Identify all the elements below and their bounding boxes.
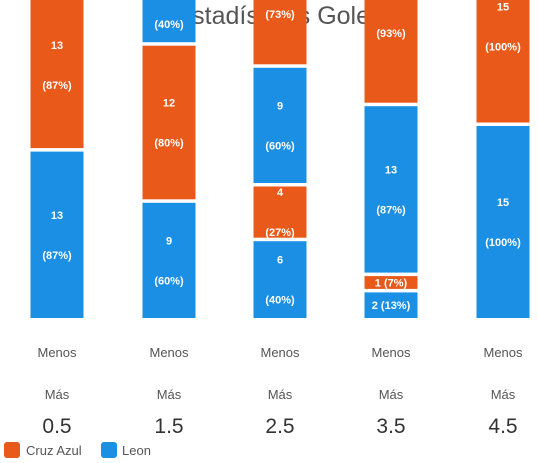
row-label-menos-3-5: Menos — [371, 345, 411, 360]
bar-1-5-mas-leon-label-percent: (40%) — [154, 19, 184, 31]
row-label-menos-1-5: Menos — [149, 345, 189, 360]
bar-0-5-menos-leon-label-percent: (87%) — [42, 250, 72, 262]
bar-4-5-mas-leon-label-count: 15 — [497, 197, 509, 209]
row-label-mas-0-5: Más — [45, 387, 70, 402]
bar-0-5-menos-cruz-azul-label-percent: (87%) — [42, 80, 72, 92]
bar-3-5-mas-cruz-azul-label-percent: (93%) — [376, 28, 406, 40]
bar-1-5-menos-leon — [142, 202, 196, 318]
row-label-menos-2-5: Menos — [260, 345, 300, 360]
bar-2-5-menos-leon — [253, 241, 307, 318]
bar-1-5-menos-leon-label-count: 9 — [166, 235, 172, 247]
category-label-2-5: 2.5 — [265, 415, 294, 438]
legend-swatch-leon — [101, 442, 117, 458]
bar-3-5-mas-leon-label-percent: (87%) — [376, 204, 406, 216]
bar-1-5-menos-cruz-azul — [142, 45, 196, 200]
bar-3-5-mas-cruz-azul — [364, 0, 418, 103]
bar-4-5-mas-leon-label-percent: (100%) — [485, 237, 521, 249]
row-label-mas-3-5: Más — [379, 387, 404, 402]
bar-1-5-menos-cruz-azul-label-percent: (80%) — [154, 138, 184, 150]
legend-item-leon[interactable]: Leon — [101, 442, 151, 458]
bars-layer: 13(87%)13(87%)2 (13%)2 (13%)9(60%)12(80%… — [30, 0, 530, 318]
bar-0-5-menos-cruz-azul-label-count: 13 — [51, 40, 63, 52]
bar-2-5-menos-leon-label-percent: (40%) — [265, 295, 295, 307]
legend: Cruz Azul Leon — [4, 442, 151, 458]
row-label-mas-4-5: Más — [491, 387, 516, 402]
bar-2-5-mas-leon-label-count: 9 — [277, 100, 283, 112]
bar-3-5-mas-leon-label-count: 13 — [385, 164, 397, 176]
bar-2-5-menos-cruz-azul-label-percent: (27%) — [265, 227, 295, 239]
bar-3-5-menos-cruz-azul — [364, 276, 418, 289]
bar-2-5-mas-cruz-azul — [253, 0, 307, 65]
bar-2-5-menos-cruz-azul — [253, 186, 307, 238]
bar-2-5-menos-leon-label-count: 6 — [277, 255, 283, 267]
bar-0-5-menos-leon-label-count: 13 — [51, 210, 63, 222]
bar-3-5-mas-leon — [364, 106, 418, 273]
bar-3-5-menos-leon-label: 2 (13%) — [372, 300, 411, 312]
bar-3-5-menos-cruz-azul-label: 1 (7%) — [375, 278, 408, 290]
bar-2-5-mas-cruz-azul-label-percent: (73%) — [265, 9, 295, 21]
bar-0-5-menos-leon — [30, 151, 84, 318]
bar-0-5-menos-cruz-azul — [30, 0, 84, 149]
bar-1-5-mas-leon — [142, 0, 196, 43]
row-label-mas-2-5: Más — [268, 387, 293, 402]
category-label-1-5: 1.5 — [154, 415, 183, 438]
bar-4-5-mas-leon — [476, 126, 530, 318]
row-label-menos-4-5: Menos — [483, 345, 523, 360]
bar-4-5-mas-cruz-azul-label-percent: (100%) — [485, 42, 521, 54]
bar-4-5-mas-cruz-azul-label-count: 15 — [497, 2, 509, 14]
bar-1-5-menos-cruz-azul-label-count: 12 — [163, 98, 175, 110]
bar-4-5-mas-cruz-azul — [476, 0, 530, 123]
bar-2-5-mas-leon-label-percent: (60%) — [265, 140, 295, 152]
bar-1-5-menos-leon-label-percent: (60%) — [154, 275, 184, 287]
row-label-mas-1-5: Más — [157, 387, 182, 402]
category-label-4-5: 4.5 — [488, 415, 517, 438]
legend-label-leon: Leon — [122, 443, 151, 458]
category-labels-layer: 0.5 1.5 2.5 3.5 4.5 — [42, 415, 517, 438]
row-labels-layer: Menos Más Menos Más Menos Más Menos Más Menos Más — [37, 345, 523, 402]
legend-label-cruz-azul: Cruz Azul — [26, 443, 82, 458]
bar-3-5-menos-leon — [364, 292, 418, 318]
bar-2-5-mas-leon — [253, 67, 307, 183]
bar-2-5-menos-cruz-azul-label-count: 4 — [277, 187, 284, 199]
category-label-3-5: 3.5 — [376, 415, 405, 438]
legend-item-cruz-azul[interactable]: Cruz Azul — [4, 442, 82, 458]
category-label-0-5: 0.5 — [42, 415, 71, 438]
row-label-menos-0-5: Menos — [37, 345, 77, 360]
legend-swatch-cruz-azul — [4, 442, 20, 458]
